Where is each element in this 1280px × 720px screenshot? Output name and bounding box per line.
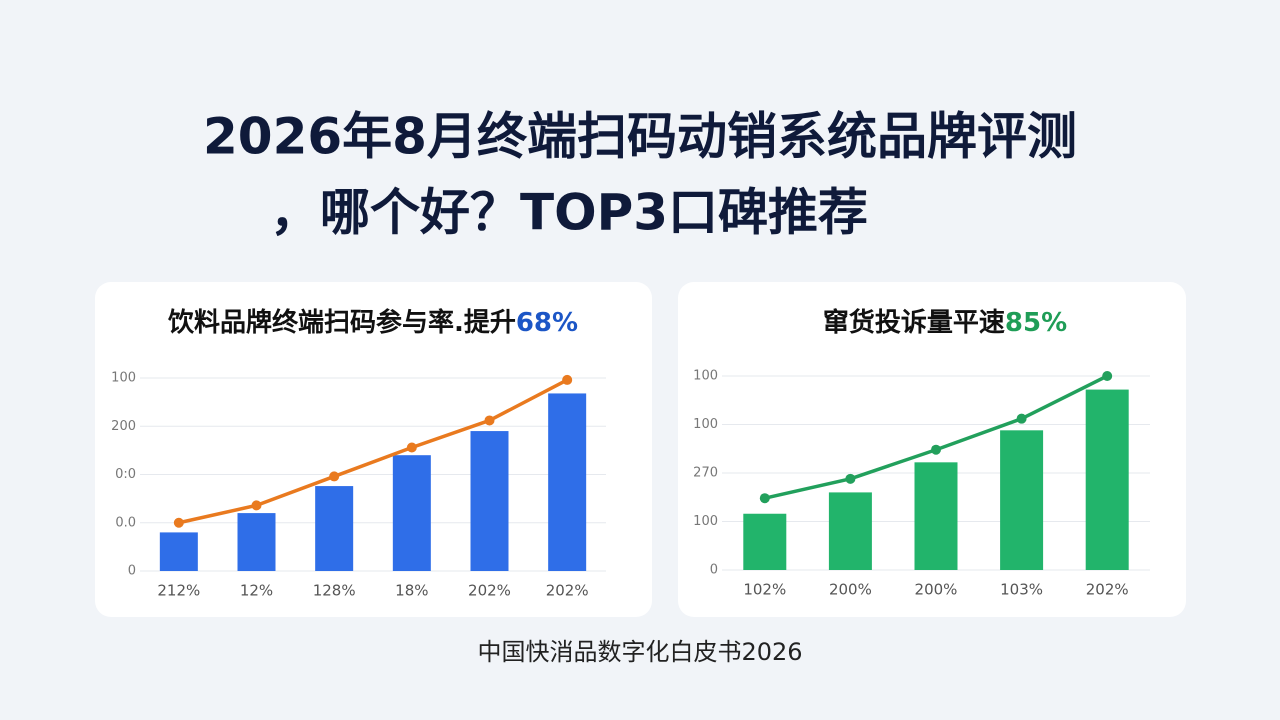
x-tick-label: 103% — [1000, 581, 1043, 599]
line-point — [251, 500, 262, 511]
chart-title: 饮料品牌终端扫码参与率.提升68% — [167, 307, 578, 338]
bar — [1085, 389, 1129, 570]
line-point — [845, 473, 856, 484]
y-tick-label: 0:0 — [115, 467, 136, 482]
y-tick-label: 0.0 — [115, 515, 136, 530]
page-title: ，哪个好？TOP3口碑推荐 — [270, 184, 868, 242]
bar — [548, 393, 587, 571]
x-tick-label: 128% — [313, 582, 356, 600]
chart-title-highlight: 85% — [1005, 308, 1067, 338]
line-point — [759, 493, 770, 504]
x-tick-label: 202% — [546, 582, 589, 600]
x-tick-label: 202% — [468, 582, 511, 600]
bar — [1000, 430, 1044, 570]
bar — [159, 532, 198, 571]
y-tick-label: 100 — [693, 369, 718, 384]
y-tick-label: 0 — [710, 563, 718, 578]
bar — [237, 513, 276, 571]
line-point — [1016, 413, 1027, 424]
line-point — [329, 471, 340, 482]
x-tick-label: 12% — [240, 582, 273, 600]
x-tick-label: 202% — [1086, 581, 1129, 599]
x-tick-label: 18% — [395, 582, 428, 600]
bar — [914, 462, 958, 570]
page-title: 2026年8月终端扫码动销系统品牌评测 — [203, 108, 1077, 166]
y-tick-label: 100 — [111, 371, 136, 386]
x-tick-label: 212% — [157, 582, 200, 600]
line-point — [173, 517, 184, 528]
chart-title: 窜货投诉量平速85% — [823, 307, 1067, 338]
line — [178, 378, 568, 525]
chart-title-highlight: 68% — [516, 308, 578, 338]
source: 中国快消品数字化白皮书2026 — [477, 638, 802, 666]
bar — [828, 492, 872, 570]
y-tick-label: 100 — [693, 417, 718, 432]
y-tick-label: 270 — [693, 466, 718, 481]
line-point — [931, 444, 941, 455]
card — [95, 282, 652, 617]
line-point — [406, 442, 417, 453]
x-tick-label: 200% — [915, 581, 958, 599]
line-point — [1102, 371, 1113, 381]
chart-title-text: 窜货投诉量平速 — [823, 307, 1005, 338]
bar — [470, 431, 509, 571]
bar — [315, 486, 354, 571]
x-tick-label: 102% — [743, 581, 786, 599]
line-point — [484, 415, 495, 426]
y-tick-label: 100 — [693, 514, 718, 529]
y-tick-label: 0 — [128, 564, 136, 579]
y-tick-label: 200 — [111, 419, 136, 434]
x-tick-label: 200% — [829, 581, 872, 599]
chart-title-text: 饮料品牌终端扫码参与率.提升 — [167, 307, 516, 338]
line-point — [562, 374, 573, 385]
bar — [743, 513, 787, 570]
bar — [392, 455, 431, 571]
